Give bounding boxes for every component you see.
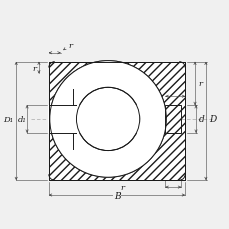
- Text: d₁: d₁: [18, 115, 26, 123]
- Text: D₁: D₁: [3, 115, 13, 123]
- Circle shape: [76, 88, 139, 151]
- Text: r: r: [32, 64, 36, 72]
- Text: D: D: [208, 115, 215, 124]
- Text: B: B: [113, 191, 120, 200]
- Bar: [48, 106, 139, 133]
- Bar: [165, 106, 180, 133]
- Text: r: r: [119, 183, 123, 191]
- Circle shape: [50, 61, 166, 177]
- Bar: [49, 62, 184, 180]
- Text: r: r: [68, 42, 72, 50]
- Circle shape: [94, 106, 121, 133]
- Text: r: r: [197, 80, 201, 88]
- Bar: [49, 62, 184, 180]
- Circle shape: [50, 61, 166, 177]
- Text: d: d: [198, 115, 204, 124]
